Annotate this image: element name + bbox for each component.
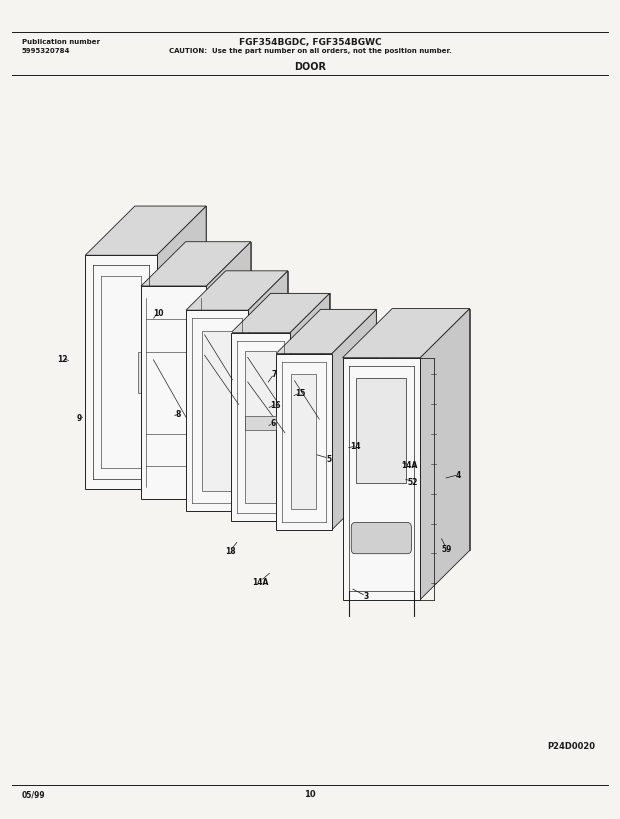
Text: Publication number: Publication number: [22, 38, 100, 44]
Polygon shape: [290, 294, 330, 522]
Text: CAUTION:  Use the part number on all orders, not the position number.: CAUTION: Use the part number on all orde…: [169, 48, 451, 54]
Polygon shape: [342, 359, 420, 600]
Text: 8: 8: [176, 410, 181, 418]
FancyBboxPatch shape: [351, 523, 412, 554]
Polygon shape: [138, 352, 151, 393]
Text: DOOR: DOOR: [294, 62, 326, 72]
Polygon shape: [420, 309, 470, 600]
Polygon shape: [86, 256, 156, 489]
Polygon shape: [226, 271, 288, 472]
Text: P24D0020: P24D0020: [547, 741, 595, 750]
Polygon shape: [244, 351, 276, 504]
Text: 52: 52: [407, 477, 417, 486]
Text: 59: 59: [441, 545, 451, 553]
Polygon shape: [342, 309, 470, 359]
Text: 3: 3: [363, 592, 368, 600]
Polygon shape: [392, 309, 470, 550]
Polygon shape: [141, 287, 206, 500]
Text: 14A: 14A: [401, 461, 417, 469]
Polygon shape: [276, 310, 376, 354]
Polygon shape: [276, 354, 332, 531]
Polygon shape: [86, 206, 206, 256]
Text: 10: 10: [153, 309, 163, 317]
Text: 18: 18: [225, 546, 236, 554]
Polygon shape: [135, 206, 206, 440]
Text: FGF354BGDC, FGF354BGWC: FGF354BGDC, FGF354BGWC: [239, 38, 381, 47]
Text: 9: 9: [77, 414, 82, 422]
Polygon shape: [206, 242, 250, 500]
Polygon shape: [248, 271, 288, 511]
Polygon shape: [156, 206, 206, 489]
Polygon shape: [202, 331, 232, 491]
Text: 16: 16: [270, 400, 280, 409]
Polygon shape: [356, 378, 407, 483]
Text: 05/99: 05/99: [22, 790, 45, 799]
Text: 15: 15: [296, 389, 306, 397]
Text: 14A: 14A: [252, 577, 268, 586]
Text: 12: 12: [57, 355, 67, 363]
Polygon shape: [231, 294, 330, 333]
Polygon shape: [270, 294, 330, 482]
Text: 4: 4: [456, 471, 461, 479]
Polygon shape: [231, 333, 290, 522]
Polygon shape: [186, 271, 288, 310]
Text: 14: 14: [351, 442, 361, 450]
Text: 6: 6: [270, 419, 275, 428]
Text: 5995320784: 5995320784: [22, 48, 70, 54]
Polygon shape: [332, 310, 376, 531]
Text: 10: 10: [304, 790, 316, 799]
Text: 5: 5: [326, 455, 331, 463]
Polygon shape: [141, 242, 250, 287]
Polygon shape: [186, 310, 248, 511]
Text: 7: 7: [272, 370, 277, 378]
Polygon shape: [186, 242, 250, 455]
Polygon shape: [244, 416, 276, 431]
Polygon shape: [321, 310, 376, 486]
Polygon shape: [291, 375, 316, 509]
